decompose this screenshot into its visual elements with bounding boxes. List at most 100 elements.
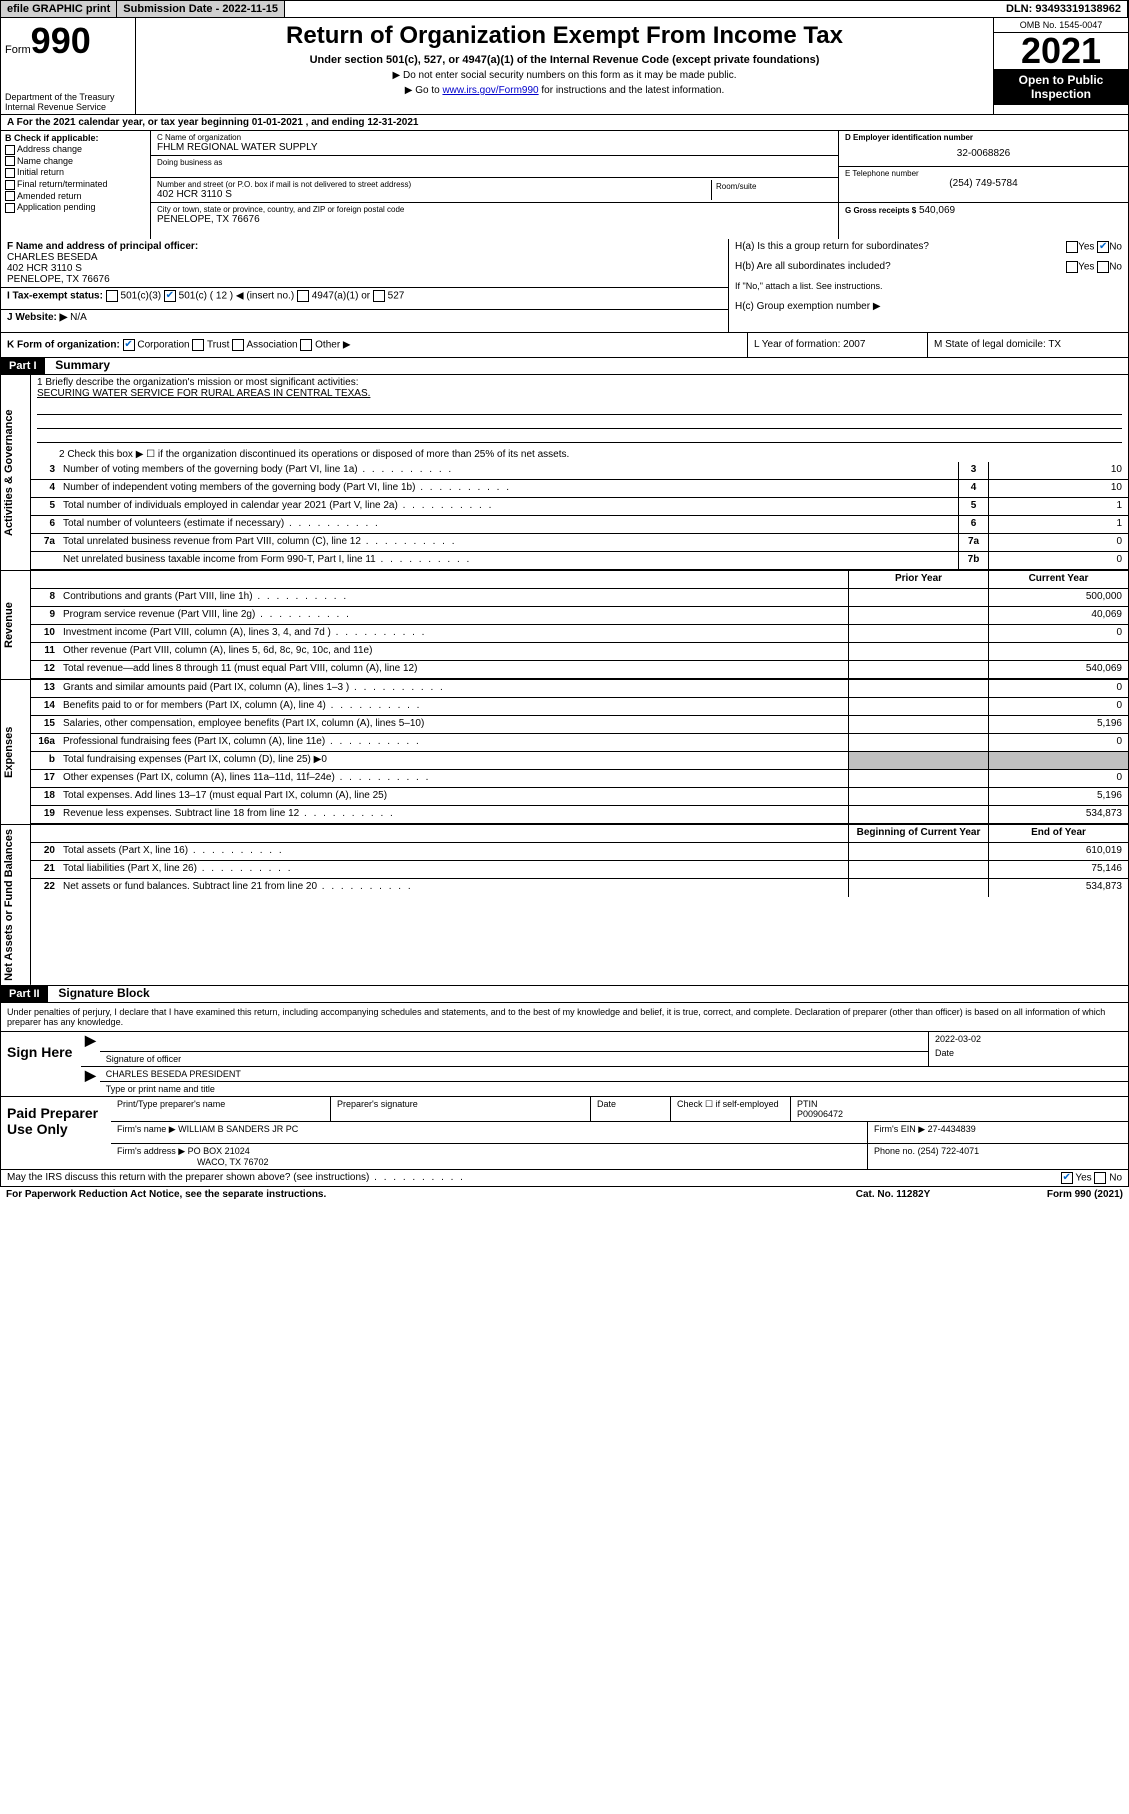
line12: 12Total revenue—add lines 8 through 11 (… xyxy=(31,661,1128,679)
line11: 11Other revenue (Part VIII, column (A), … xyxy=(31,643,1128,661)
firm-addr1: PO BOX 21024 xyxy=(188,1146,250,1156)
line21: 21Total liabilities (Part X, line 26)75,… xyxy=(31,861,1128,879)
tab-expenses: Expenses xyxy=(1,680,31,824)
sign-block: Sign Here ▶ Signature of officer 2022-03… xyxy=(0,1032,1129,1097)
part1-header: Part I Summary xyxy=(0,358,1129,375)
chk-discuss-no[interactable] xyxy=(1094,1172,1106,1184)
line9: 9Program service revenue (Part VIII, lin… xyxy=(31,607,1128,625)
city-state-zip: PENELOPE, TX 76676 xyxy=(157,214,832,225)
chk-ha-no[interactable] xyxy=(1097,241,1109,253)
chk-other[interactable] xyxy=(300,339,312,351)
officer-name-title: CHARLES BESEDA PRESIDENT xyxy=(100,1067,1128,1082)
chk-527[interactable] xyxy=(373,290,385,302)
form-ref: Form 990 (2021) xyxy=(983,1189,1123,1200)
dln: DLN: 93493319138962 xyxy=(1000,1,1128,17)
section-b: B Check if applicable: Address change Na… xyxy=(1,131,151,239)
chk-hb-no[interactable] xyxy=(1097,261,1109,273)
chk-amended-return[interactable]: Amended return xyxy=(5,191,146,202)
form-number: Form990 xyxy=(5,20,131,62)
arrow-icon: ▶ xyxy=(81,1032,100,1066)
line13: 13Grants and similar amounts paid (Part … xyxy=(31,680,1128,698)
preparer-block: Paid Preparer Use Only Print/Type prepar… xyxy=(0,1097,1129,1170)
line22: 22Net assets or fund balances. Subtract … xyxy=(31,879,1128,897)
line18: 18Total expenses. Add lines 13–17 (must … xyxy=(31,788,1128,806)
part1-net: Net Assets or Fund Balances Beginning of… xyxy=(0,825,1129,986)
year-formation: L Year of formation: 2007 xyxy=(748,333,928,357)
state-domicile: M State of legal domicile: TX xyxy=(928,333,1128,357)
gross-receipts: 540,069 xyxy=(919,205,955,216)
line14: 14Benefits paid to or for members (Part … xyxy=(31,698,1128,716)
line10: 10Investment income (Part VIII, column (… xyxy=(31,625,1128,643)
line16a: 16aProfessional fundraising fees (Part I… xyxy=(31,734,1128,752)
chk-application-pending[interactable]: Application pending xyxy=(5,202,146,213)
line1: 1 Briefly describe the organization's mi… xyxy=(31,375,1128,401)
website: N/A xyxy=(70,312,87,323)
chk-name-change[interactable]: Name change xyxy=(5,156,146,167)
irs-label: Internal Revenue Service xyxy=(5,102,131,112)
part1-rev: Revenue Prior YearCurrent Year 8Contribu… xyxy=(0,571,1129,680)
line15: 15Salaries, other compensation, employee… xyxy=(31,716,1128,734)
line3: 3Number of voting members of the governi… xyxy=(31,462,1128,480)
firm-name: WILLIAM B SANDERS JR PC xyxy=(178,1124,298,1134)
section-c: C Name of organization FHLM REGIONAL WAT… xyxy=(151,131,838,239)
line8: 8Contributions and grants (Part VIII, li… xyxy=(31,589,1128,607)
chk-address-change[interactable]: Address change xyxy=(5,144,146,155)
chk-corp[interactable] xyxy=(123,339,135,351)
section-fgh: F Name and address of principal officer:… xyxy=(0,239,1129,333)
section-d: D Employer identification number 32-0068… xyxy=(838,131,1128,239)
form-note1: ▶ Do not enter social security numbers o… xyxy=(140,70,989,81)
row-j: J Website: ▶ N/A xyxy=(1,310,728,332)
chk-initial-return[interactable]: Initial return xyxy=(5,167,146,178)
chk-4947[interactable] xyxy=(297,290,309,302)
mission-text: SECURING WATER SERVICE FOR RURAL AREAS I… xyxy=(37,388,1122,399)
sign-date: 2022-03-02 xyxy=(929,1032,1128,1046)
line5: 5Total number of individuals employed in… xyxy=(31,498,1128,516)
firm-ein: 27-4434839 xyxy=(928,1124,976,1134)
chk-trust[interactable] xyxy=(192,339,204,351)
dept-label: Department of the Treasury xyxy=(5,92,131,102)
chk-501c[interactable] xyxy=(164,290,176,302)
tab-net-assets: Net Assets or Fund Balances xyxy=(1,825,31,985)
officer-name: CHARLES BESEDA xyxy=(7,252,722,263)
phone: (254) 749-5784 xyxy=(845,178,1122,189)
submission-date: Submission Date - 2022-11-15 xyxy=(117,1,285,17)
form-note2: ▶ Go to www.irs.gov/Form990 for instruct… xyxy=(140,85,989,96)
sig-disclaimer: Under penalties of perjury, I declare th… xyxy=(0,1003,1129,1032)
officer-addr2: PENELOPE, TX 76676 xyxy=(7,274,722,285)
net-header: Beginning of Current YearEnd of Year xyxy=(31,825,1128,843)
chk-assoc[interactable] xyxy=(232,339,244,351)
row-i: I Tax-exempt status: 501(c)(3) 501(c) ( … xyxy=(1,288,728,310)
line17: 17Other expenses (Part IX, column (A), l… xyxy=(31,770,1128,788)
section-f: F Name and address of principal officer:… xyxy=(1,239,728,288)
line4: 4Number of independent voting members of… xyxy=(31,480,1128,498)
chk-ha-yes[interactable] xyxy=(1066,241,1078,253)
section-bcd: B Check if applicable: Address change Na… xyxy=(0,131,1129,239)
section-h: H(a) Is this a group return for subordin… xyxy=(728,239,1128,332)
ein: 32-0068826 xyxy=(845,148,1122,159)
street-address: 402 HCR 3110 S xyxy=(157,189,711,200)
ptin: P00906472 xyxy=(797,1109,1122,1119)
chk-final-return[interactable]: Final return/terminated xyxy=(5,179,146,190)
irs-link[interactable]: www.irs.gov/Form990 xyxy=(442,85,538,96)
tab-revenue: Revenue xyxy=(1,571,31,679)
line7b: Net unrelated business taxable income fr… xyxy=(31,552,1128,570)
efile-btn[interactable]: efile GRAPHIC print xyxy=(1,1,117,17)
org-name: FHLM REGIONAL WATER SUPPLY xyxy=(157,142,832,153)
arrow-icon: ▶ xyxy=(81,1067,100,1096)
line19: 19Revenue less expenses. Subtract line 1… xyxy=(31,806,1128,824)
chk-501c3[interactable] xyxy=(106,290,118,302)
row-a-tax-year: A For the 2021 calendar year, or tax yea… xyxy=(0,115,1129,131)
part1-exp: Expenses 13Grants and similar amounts pa… xyxy=(0,680,1129,825)
row-k: K Form of organization: Corporation Trus… xyxy=(0,333,1129,358)
part1-gov: Activities & Governance 1 Briefly descri… xyxy=(0,375,1129,571)
firm-addr2: WACO, TX 76702 xyxy=(197,1157,861,1167)
footer: For Paperwork Reduction Act Notice, see … xyxy=(0,1187,1129,1202)
tab-governance: Activities & Governance xyxy=(1,375,31,570)
part2-header: Part II Signature Block xyxy=(0,986,1129,1003)
chk-discuss-yes[interactable] xyxy=(1061,1172,1073,1184)
chk-hb-yes[interactable] xyxy=(1066,261,1078,273)
line16b: bTotal fundraising expenses (Part IX, co… xyxy=(31,752,1128,770)
line6: 6Total number of volunteers (estimate if… xyxy=(31,516,1128,534)
rev-header: Prior YearCurrent Year xyxy=(31,571,1128,589)
discuss-row: May the IRS discuss this return with the… xyxy=(0,1170,1129,1187)
